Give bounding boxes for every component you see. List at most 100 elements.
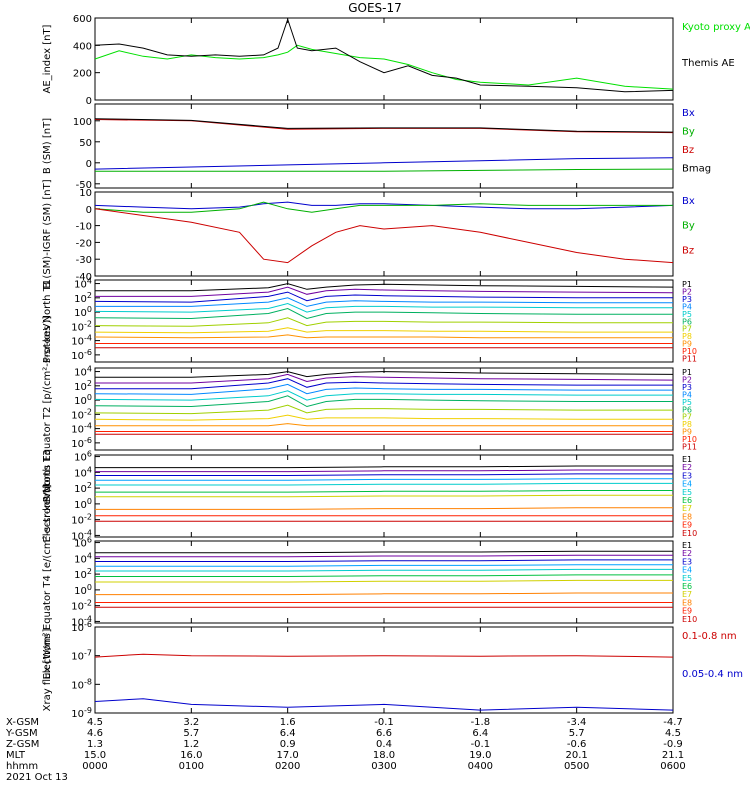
y-tick-label: 200 [73, 69, 92, 80]
legend-p4: P4 [682, 302, 692, 311]
legend-e5: E5 [682, 574, 692, 583]
legend-bx: Bx [682, 196, 695, 207]
y-axis-label: B (SM)-IGRF (SM) [nT] [42, 179, 53, 288]
legend-p10: P10 [682, 435, 697, 444]
y-tick-label: 104 [74, 465, 92, 479]
legend-p8: P8 [682, 420, 692, 429]
legend-p11: P11 [682, 355, 697, 364]
legend-p3: P3 [682, 383, 692, 392]
y-tick-label: -50 [76, 180, 92, 191]
y-tick-label: -30 [76, 255, 92, 266]
footer-value-6-4: 0600 [660, 761, 685, 772]
footer-value-5-3: 20.1 [566, 750, 588, 761]
legend-e6: E6 [682, 496, 692, 505]
y-tick-label: 102 [74, 379, 92, 393]
y-tick-label: -40 [76, 272, 92, 283]
y-axis-label: AE_index [nT] [42, 24, 53, 93]
legend-p1: P1 [682, 280, 692, 289]
y-tick-label: 10-8 [71, 677, 92, 691]
y-tick-label: 104 [74, 277, 92, 291]
plot-title: GOES-17 [348, 1, 402, 15]
y-tick-label: 100 [74, 305, 92, 319]
legend-p3: P3 [682, 295, 692, 304]
y-tick-label: 100 [73, 117, 92, 128]
footer-value-4-2: -0.1 [471, 739, 491, 750]
footer-value-2-3: 17.0 [277, 750, 299, 761]
series-line-e6 [95, 574, 673, 577]
y-tick-label: 10-2 [71, 407, 92, 421]
series-line-bx [94, 201, 674, 210]
legend-p7: P7 [682, 325, 692, 334]
series-line-e8 [95, 592, 673, 596]
legend-p4: P4 [682, 390, 692, 399]
footer-value-4-0: -1.8 [471, 717, 491, 728]
footer-value-4-3: 19.0 [469, 750, 491, 761]
footer-value-5-4: 0500 [564, 761, 589, 772]
legend-e1: E1 [682, 541, 692, 550]
legend-p5: P5 [682, 398, 692, 407]
series-line-e4 [95, 564, 673, 567]
footer-value-1-4: 0100 [179, 761, 204, 772]
series-line-p3 [95, 378, 673, 390]
footer-value-0-2: 1.3 [87, 739, 103, 750]
y-tick-label: 10-6 [71, 436, 92, 450]
footer-value-1-3: 16.0 [180, 750, 202, 761]
legend-p5: P5 [682, 310, 692, 319]
panel-3: -40 -30 -20 -10 0 10 B (SM)-IGRF (SM) [nT] Bx By… [42, 179, 695, 288]
panel-2: -50 0 50 100 B (SM) [nT] Bx By Bz Bmag [42, 103, 711, 191]
footer-value-6-0: -4.7 [663, 717, 683, 728]
series-line-by [95, 168, 674, 172]
series-line-e3 [95, 559, 673, 562]
series-line-p2 [95, 373, 674, 384]
series-line-e6 [95, 490, 673, 493]
legend-p6: P6 [682, 405, 692, 414]
series-line-p5 [94, 390, 673, 401]
footer-label-mlt: MLT [6, 750, 26, 761]
footer-ephemeris: X-GSM Y-GSM Z-GSM MLT hhmm 2021 Oct 13 4… [5, 717, 686, 783]
series-line-themis-ae [94, 17, 674, 93]
series-line-e7 [95, 494, 673, 498]
series-line-p7 [94, 317, 673, 327]
legend-e3: E3 [682, 471, 692, 480]
panel-frame [94, 103, 674, 189]
legend-e3: E3 [682, 557, 692, 566]
series-line-e8 [95, 507, 673, 510]
legend-themis-ae: Themis AE [681, 58, 735, 69]
y-tick-label: 10-4 [71, 334, 92, 348]
series-line-bmag [94, 118, 674, 133]
y-tick-label: 106 [74, 536, 92, 550]
y-tick-label: 102 [74, 291, 92, 305]
series-line-p6 [94, 395, 673, 408]
legend-p8: P8 [682, 332, 692, 341]
y-tick-label: 10-6 [71, 620, 92, 634]
footer-value-2-1: 6.4 [280, 728, 296, 739]
y-tick-label: 10-4 [71, 422, 92, 436]
footer-label-xgsm: X-GSM [6, 717, 39, 728]
legend-e9: E9 [682, 607, 692, 616]
series-line-e2 [95, 554, 673, 558]
y-tick-label: 50 [79, 138, 92, 149]
y-tick-label: 104 [74, 365, 92, 379]
footer-value-1-1: 5.7 [183, 728, 199, 739]
footer-value-2-0: 1.6 [280, 717, 296, 728]
y-tick-label: -10 [76, 222, 92, 233]
footer-value-5-1: 5.7 [569, 728, 585, 739]
series-line-p3 [94, 291, 673, 303]
series-line-bx [94, 157, 674, 170]
footer-value-6-3: 21.1 [662, 750, 684, 761]
series-line-p1 [95, 371, 674, 378]
panels: 0 200 400 600 AE_index [nT] Kyoto proxy AE The… [42, 14, 750, 720]
y-tick-label: 0 [86, 159, 92, 170]
series-line-p2 [95, 286, 674, 297]
series-line-e1 [95, 465, 673, 469]
footer-value-0-1: 4.6 [87, 728, 103, 739]
y-tick-label: 400 [73, 41, 92, 52]
y-tick-label: 10-6 [71, 348, 92, 362]
series-line-p9 [94, 334, 673, 339]
series-line-e7 [95, 579, 673, 583]
legend-e1: E1 [682, 455, 692, 464]
y-axis-label: Xray flux [W/m²] [42, 629, 53, 712]
series-line-0-1-0-8-nm [94, 653, 674, 658]
legend-0-05-0-4-nm: 0.05-0.4 nm [682, 669, 743, 680]
